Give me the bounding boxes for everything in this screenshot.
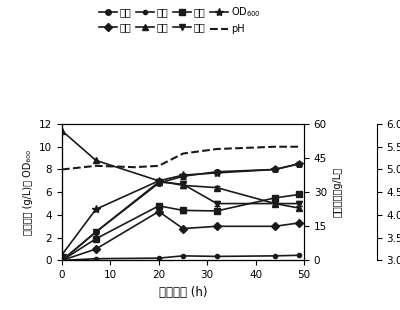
丁酸 [297, 202, 302, 206]
乙酸 [297, 193, 302, 196]
丁醇 [60, 259, 64, 262]
乙酸 [272, 196, 277, 200]
丁醇 [94, 230, 98, 234]
pH [94, 164, 98, 168]
Legend: 丁醇, 丙酮, 乙醇, 残糖, 乙酸, 丁酸, OD$_{600}$, pH: 丁醇, 丙酮, 乙醇, 残糖, 乙酸, 丁酸, OD$_{600}$, pH [97, 3, 263, 36]
丙酮 [60, 259, 64, 262]
丁酸 [60, 259, 64, 262]
乙酸 [156, 204, 161, 208]
Line: 丙酮: 丙酮 [59, 209, 302, 263]
Line: 残糖: 残糖 [58, 127, 303, 212]
丁醇 [297, 162, 302, 166]
丙酮 [214, 224, 219, 228]
OD$_{600}$ [94, 207, 98, 211]
pH [272, 145, 277, 148]
Line: 乙酸: 乙酸 [59, 192, 302, 263]
丁酸 [272, 202, 277, 206]
pH [181, 152, 186, 155]
乙醇 [272, 254, 277, 258]
Line: 乙醇: 乙醇 [60, 253, 301, 263]
OD$_{600}$ [297, 162, 302, 166]
残糖 [272, 202, 277, 206]
乙醇 [156, 256, 161, 260]
pH [214, 147, 219, 151]
残糖 [214, 186, 219, 189]
Line: 丁酸: 丁酸 [58, 179, 303, 264]
丁酸 [94, 230, 98, 234]
乙醇 [297, 254, 302, 257]
乙醇 [214, 255, 219, 258]
pH [297, 145, 302, 148]
OD$_{600}$ [214, 171, 219, 175]
乙酸 [181, 209, 186, 212]
丁醇 [214, 170, 219, 174]
乙酸 [94, 237, 98, 241]
残糖 [60, 129, 64, 133]
乙醇 [181, 254, 186, 258]
丁酸 [156, 180, 161, 184]
OD$_{600}$ [272, 168, 277, 171]
pH [156, 164, 161, 168]
OD$_{600}$ [181, 173, 186, 177]
残糖 [94, 158, 98, 162]
乙醇 [60, 259, 64, 262]
残糖 [156, 179, 161, 183]
X-axis label: 发酵时间 (h): 发酵时间 (h) [159, 286, 207, 299]
OD$_{600}$ [156, 179, 161, 183]
Y-axis label: 产品浓度 (g/L)， OD₆₀₀: 产品浓度 (g/L)， OD₆₀₀ [24, 150, 34, 235]
乙酸 [60, 259, 64, 262]
残糖 [297, 206, 302, 210]
乙酸 [214, 209, 219, 213]
Line: pH: pH [62, 147, 299, 170]
丁酸 [181, 182, 186, 186]
丁醇 [181, 175, 186, 178]
丁醇 [272, 168, 277, 171]
丙酮 [156, 210, 161, 213]
Line: OD$_{600}$: OD$_{600}$ [58, 160, 303, 259]
丁酸 [214, 202, 219, 206]
残糖 [181, 184, 186, 187]
pH [132, 165, 137, 169]
丙酮 [297, 221, 302, 225]
Y-axis label: 残糖浓度（g/L）: 残糖浓度（g/L） [332, 167, 342, 217]
丙酮 [181, 227, 186, 230]
丁醇 [156, 181, 161, 185]
pH [60, 168, 64, 171]
丙酮 [272, 224, 277, 228]
OD$_{600}$ [60, 253, 64, 257]
丙酮 [94, 247, 98, 251]
乙醇 [94, 257, 98, 260]
Line: 丁醇: 丁醇 [59, 161, 302, 263]
